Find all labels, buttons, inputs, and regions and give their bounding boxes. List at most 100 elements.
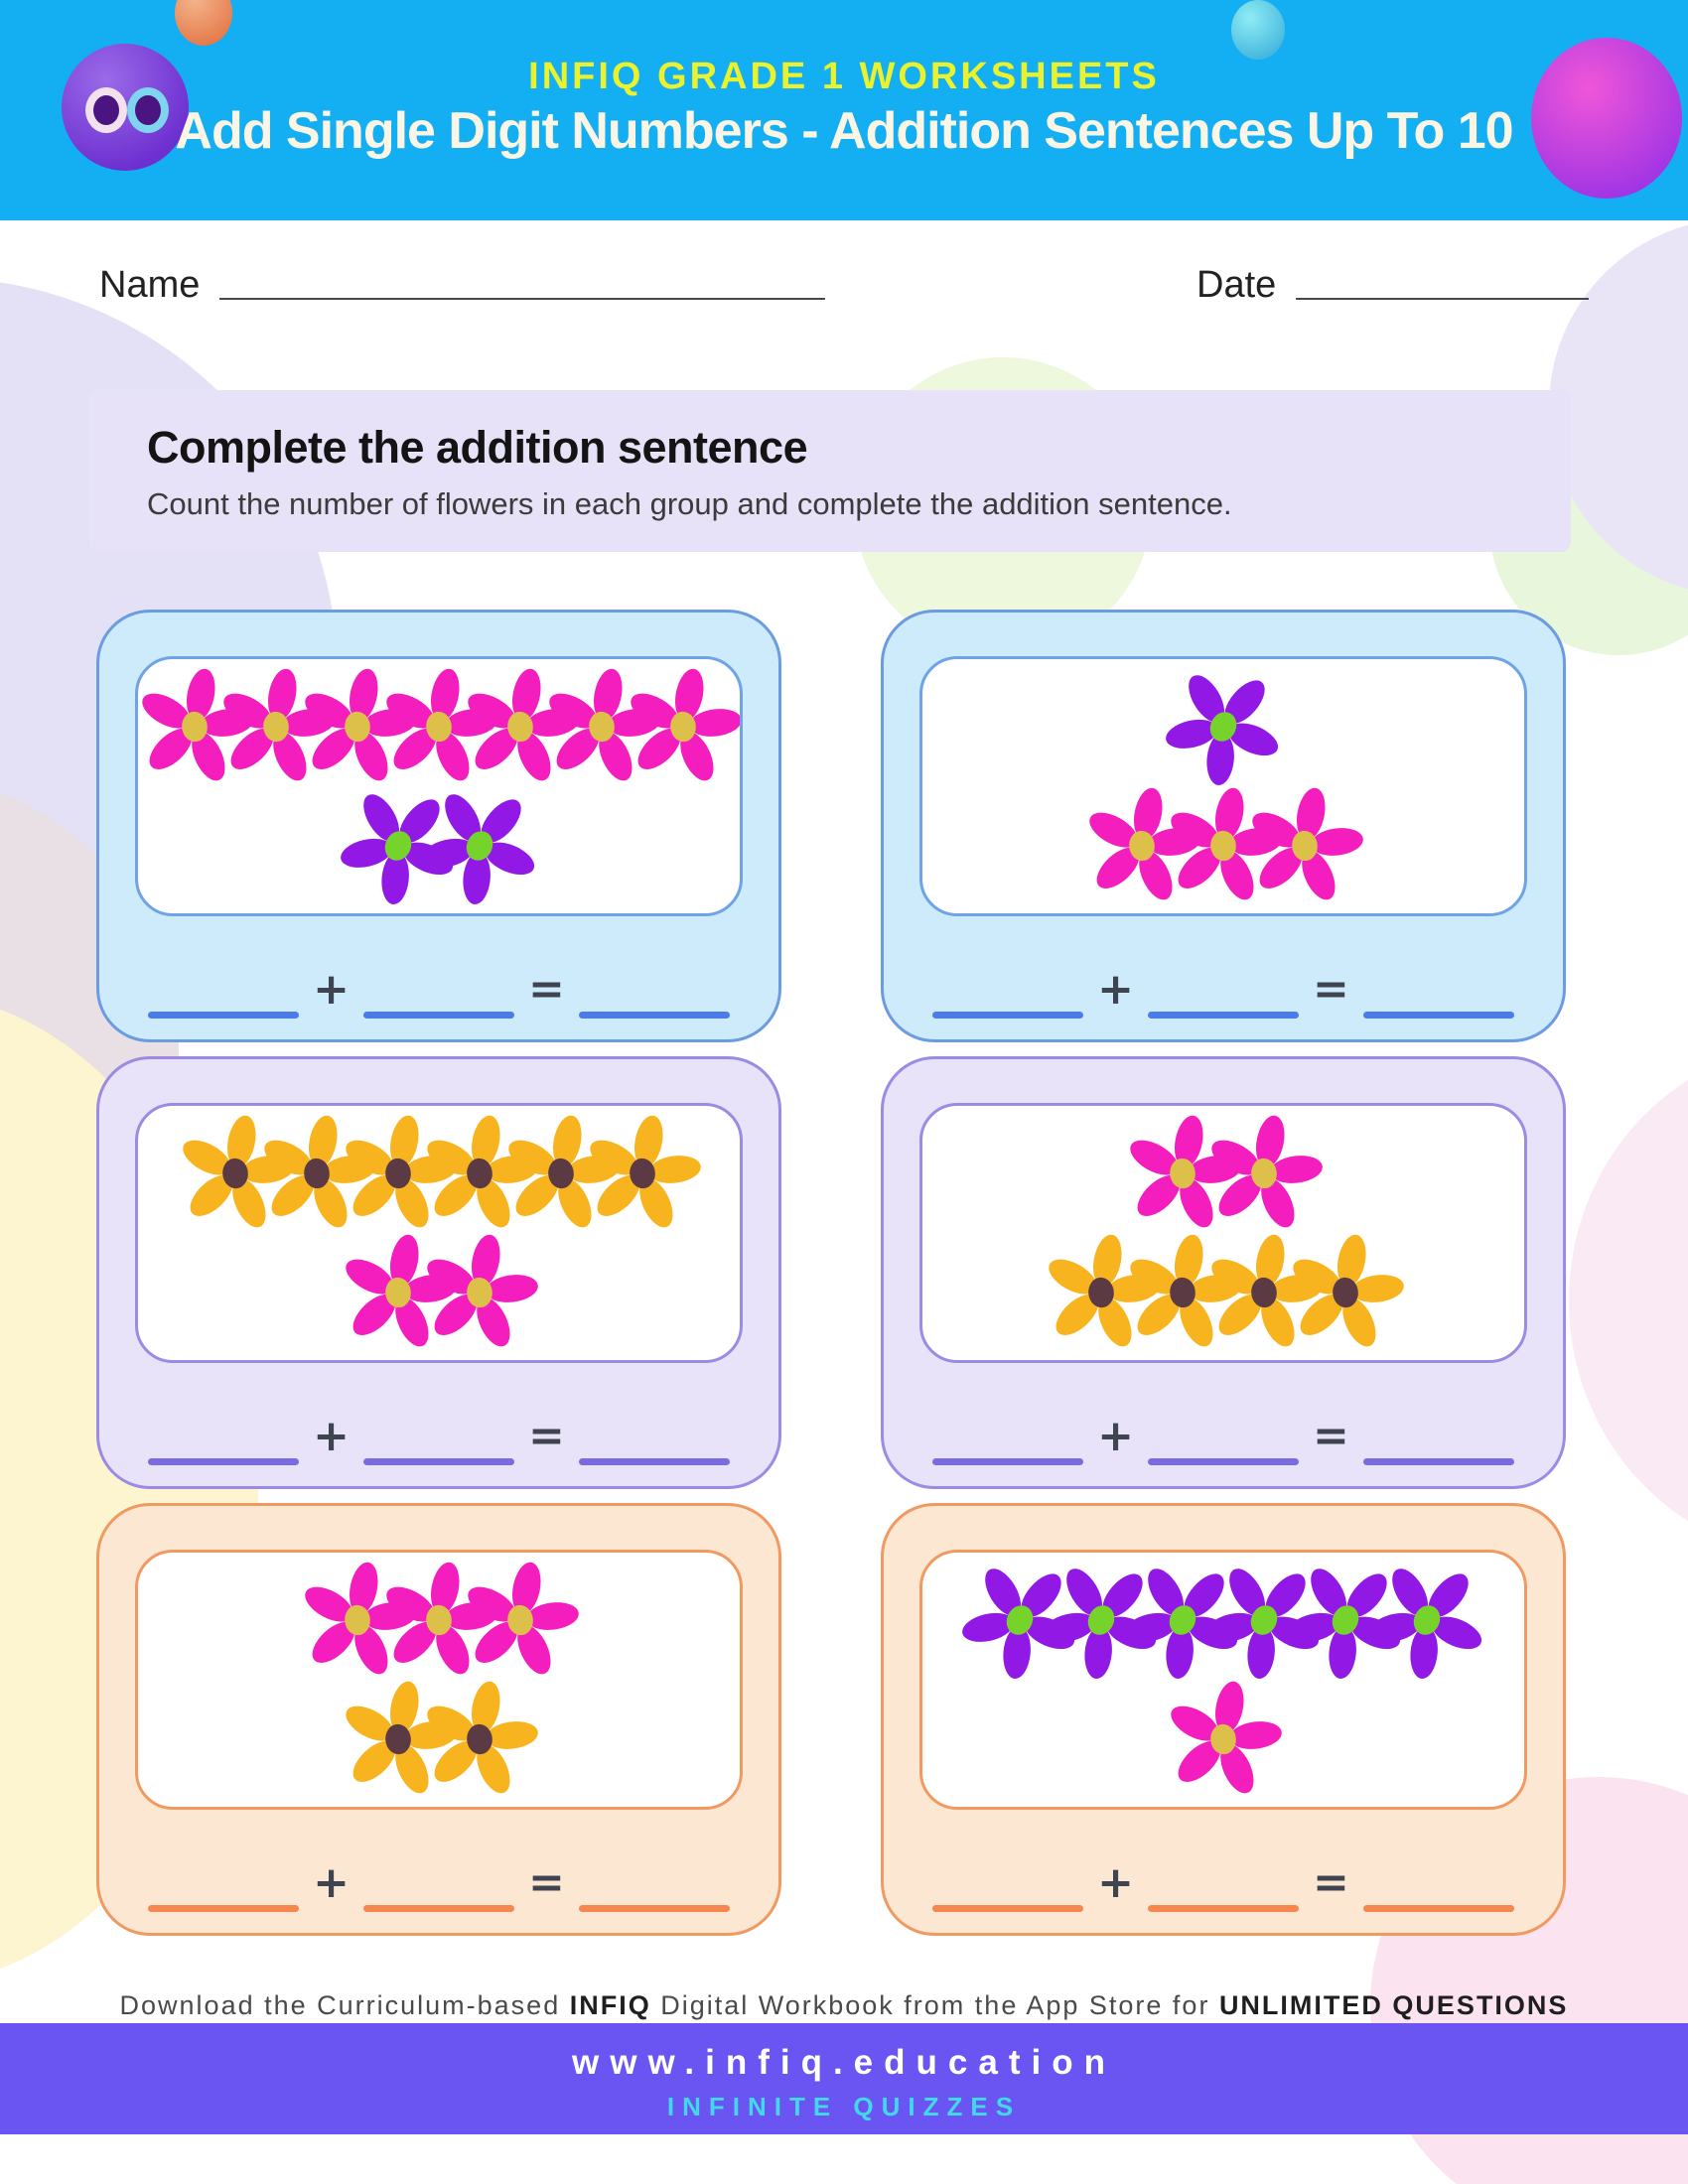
pink-flower-icon — [1171, 1681, 1282, 1794]
purple-flower-icon — [1166, 675, 1279, 786]
answer-blank-sum[interactable] — [1362, 1012, 1514, 1019]
yellow-flower-icon — [427, 1681, 538, 1794]
yellow-flower-icon — [590, 1115, 701, 1228]
addition-sentence: + = — [919, 1861, 1527, 1917]
answer-blank-addend2[interactable] — [1148, 1458, 1299, 1465]
answer-blank-addend2[interactable] — [363, 1458, 514, 1465]
answer-blank-sum[interactable] — [578, 1458, 730, 1465]
equals-sign: = — [528, 964, 565, 1015]
answer-blank-addend2[interactable] — [363, 1905, 514, 1912]
name-label: Name — [99, 264, 201, 306]
purple-flower-icon — [1125, 1569, 1238, 1680]
answer-blank-sum[interactable] — [578, 1012, 730, 1019]
header-banner: INFIQ GRADE 1 WORKSHEETS Add Single Digi… — [0, 0, 1688, 220]
flower-group-1 — [138, 667, 740, 786]
flower-group-2 — [922, 1233, 1524, 1352]
flower-group-2 — [138, 786, 740, 905]
plus-sign: + — [1097, 1411, 1134, 1461]
addition-card-4: + = — [881, 1056, 1566, 1489]
yellow-flower-icon — [427, 1115, 538, 1228]
date-label: Date — [1196, 264, 1277, 306]
background-blob — [1569, 1042, 1688, 1559]
yellow-flower-icon — [264, 1115, 375, 1228]
answer-blank-addend2[interactable] — [1148, 1905, 1299, 1912]
pink-flower-icon — [468, 1562, 579, 1675]
flower-group-1 — [138, 1561, 740, 1680]
pink-flower-icon — [427, 1234, 538, 1347]
equals-sign: = — [528, 1411, 565, 1461]
name-date-row: Name Date — [99, 260, 1590, 322]
addition-sentence: + = — [919, 968, 1527, 1024]
answer-blank-sum[interactable] — [578, 1905, 730, 1912]
answer-blank-addend1[interactable] — [148, 1458, 300, 1465]
yellow-flower-icon — [1211, 1234, 1323, 1347]
website-link[interactable]: www.infiq.education — [572, 2043, 1116, 2082]
yellow-flower-icon — [183, 1115, 294, 1228]
date-field: Date — [1196, 264, 1590, 306]
pink-flower-icon — [346, 1234, 457, 1347]
pink-flower-icon — [1171, 787, 1282, 900]
decor-sphere-orange-icon — [175, 0, 232, 46]
flower-group-2 — [922, 786, 1524, 905]
answer-blank-addend1[interactable] — [148, 1012, 300, 1019]
answer-blank-sum[interactable] — [1362, 1458, 1514, 1465]
purple-flower-icon — [422, 794, 535, 905]
yellow-flower-icon — [346, 1681, 457, 1794]
plus-sign: + — [313, 1857, 350, 1908]
logo-eye-icon — [127, 87, 169, 133]
answer-blank-addend1[interactable] — [932, 1458, 1084, 1465]
flower-box — [919, 1550, 1527, 1810]
name-line[interactable] — [219, 298, 826, 300]
purple-flower-icon — [1369, 1569, 1482, 1680]
plus-sign: + — [313, 1411, 350, 1461]
addition-card-2: + = — [881, 610, 1566, 1042]
decor-sphere-magenta-icon — [1531, 38, 1682, 199]
logo-eye-icon — [85, 87, 127, 133]
worksheet-title: Add Single Digit Numbers - Addition Sent… — [175, 102, 1513, 160]
answer-blank-addend1[interactable] — [148, 1905, 300, 1912]
answer-blank-sum[interactable] — [1362, 1905, 1514, 1912]
pink-flower-icon — [142, 668, 253, 781]
answer-blank-addend1[interactable] — [932, 1012, 1084, 1019]
equals-sign: = — [1313, 1857, 1349, 1908]
pink-flower-icon — [1089, 787, 1200, 900]
addition-sentence: + = — [135, 1415, 743, 1470]
flower-box — [135, 656, 743, 916]
pink-flower-icon — [1252, 787, 1363, 900]
answer-blank-addend2[interactable] — [363, 1012, 514, 1019]
equals-sign: = — [1313, 1411, 1349, 1461]
name-field: Name — [99, 264, 826, 306]
download-note-segment: INFIQ — [569, 1990, 651, 2020]
plus-sign: + — [313, 964, 350, 1015]
download-note-segment: Download the Curriculum-based — [119, 1990, 570, 2020]
addition-sentence: + = — [135, 968, 743, 1024]
pink-flower-icon — [1130, 1115, 1241, 1228]
flower-box — [135, 1103, 743, 1363]
addition-card-6: + = — [881, 1503, 1566, 1936]
flower-group-2 — [922, 1680, 1524, 1799]
equals-sign: = — [1313, 964, 1349, 1015]
pink-flower-icon — [468, 668, 579, 781]
problem-card-grid: + = + = + = + = + = + = — [96, 610, 1566, 1936]
flower-group-1 — [922, 1561, 1524, 1680]
footer-bar: www.infiq.education INFINITE QUIZZES — [0, 2023, 1688, 2134]
instructions-box: Complete the addition sentence Count the… — [89, 390, 1571, 552]
answer-blank-addend1[interactable] — [932, 1905, 1084, 1912]
infiq-logo — [62, 44, 189, 171]
addition-card-5: + = — [96, 1503, 781, 1936]
instructions-title: Complete the addition sentence — [147, 422, 808, 473]
date-line[interactable] — [1296, 298, 1590, 300]
purple-flower-icon — [1288, 1569, 1401, 1680]
pink-flower-icon — [549, 668, 660, 781]
flower-group-2 — [138, 1680, 740, 1799]
flower-group-2 — [138, 1233, 740, 1352]
flower-box — [135, 1550, 743, 1810]
addition-sentence: + = — [919, 1415, 1527, 1470]
plus-sign: + — [1097, 964, 1134, 1015]
instructions-subtitle: Count the number of flowers in each grou… — [147, 486, 1232, 521]
answer-blank-addend2[interactable] — [1148, 1012, 1299, 1019]
download-note-segment: Digital Workbook from the App Store for — [650, 1990, 1219, 2020]
plus-sign: + — [1097, 1857, 1134, 1908]
addition-sentence: + = — [135, 1861, 743, 1917]
